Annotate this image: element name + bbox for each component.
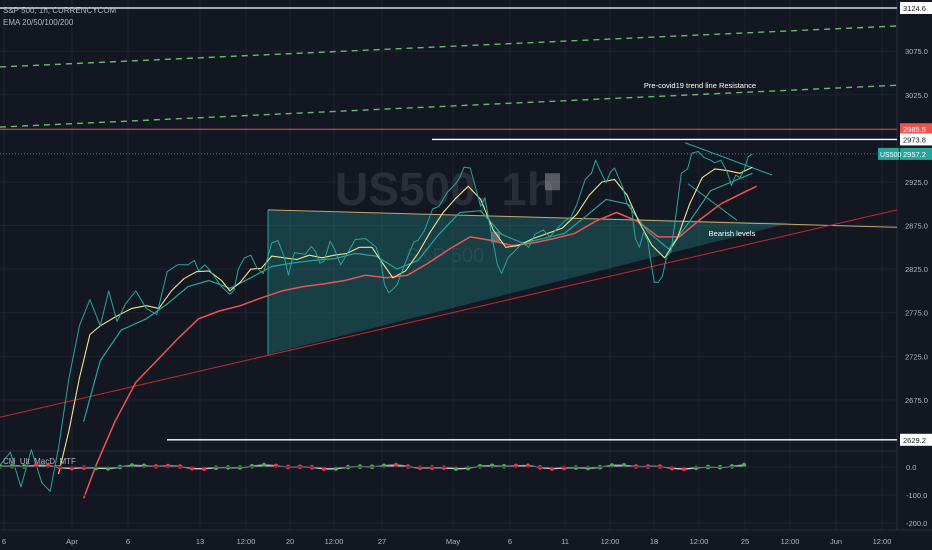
indicator-legend[interactable]: EMA 20/50/100/200: [3, 18, 74, 27]
price-label: 3124.6: [903, 4, 926, 13]
price-tick: 2775.0: [905, 309, 928, 318]
time-tick: 12:00: [237, 537, 256, 546]
resistance-trendline-lower: [0, 84, 898, 128]
time-tick: 12:00: [601, 537, 620, 546]
macd-cross-dot: [681, 466, 687, 472]
price-label: 2985.5: [903, 125, 926, 134]
macd-cross-dot: [729, 464, 735, 469]
price-label-bg: [900, 147, 932, 160]
last-symbol: US500: [880, 152, 902, 159]
macd-cross-dot: [201, 466, 207, 472]
time-tick: 6: [508, 537, 512, 546]
time-axis[interactable]: 6 Apr 6 13 12:00 20 12:00 27 May 6 11 12:00 18 12:00 2…: [2, 537, 891, 546]
watermark-symbol: US500, 1h: [335, 163, 555, 215]
price-label: 2629.2: [903, 436, 926, 445]
time-tick: Apr: [66, 537, 78, 546]
time-tick: 27: [378, 537, 386, 546]
macd-cross-dot: [21, 464, 27, 469]
macd-cross-dot: [465, 465, 471, 471]
time-tick: May: [446, 537, 460, 546]
price-tick: 2825.0: [905, 265, 928, 274]
macd-cross-dot: [513, 463, 519, 469]
time-tick: 6: [2, 537, 6, 546]
price-label-bg: [900, 433, 932, 446]
price-tick: 2725.0: [905, 352, 928, 361]
macd-cross-dot: [93, 465, 99, 471]
grid: [0, 0, 932, 531]
time-tick: 12:00: [690, 537, 709, 546]
price-tick: 2925.0: [905, 178, 928, 187]
ema100-line: [82, 185, 757, 499]
macd-panel: CM_Ult_MacD_MTF: [0, 457, 897, 524]
time-tick: 12:00: [873, 537, 892, 546]
time-tick: 6: [126, 537, 130, 546]
wedge-line-upper: [684, 142, 773, 176]
annotation-resistance: Pre-covid19 trend line Resistance: [644, 81, 756, 90]
macd-tick: -200.0: [906, 519, 927, 528]
macd-cross-dot: [261, 462, 267, 468]
macd-cross-dot: [165, 463, 171, 469]
price-label: 2957.2: [903, 150, 926, 159]
marker-box: [491, 231, 500, 243]
symbol-title: S&P 500, 1h, CURRENCYCOM: [3, 6, 117, 15]
macd-cross-dot: [321, 466, 327, 472]
macd-cross-dot: [273, 463, 279, 469]
macd-cross-dot: [501, 464, 507, 469]
macd-cross-dot: [81, 465, 87, 471]
time-tick: 25: [741, 537, 749, 546]
time-tick: 11: [561, 537, 569, 546]
macd-cross-dot: [249, 463, 255, 469]
ema20-line: [57, 166, 753, 475]
time-tick: 13: [196, 537, 204, 546]
macd-cross-dot: [9, 464, 15, 469]
marker-box: [545, 173, 560, 191]
macd-cross-dot: [441, 465, 447, 471]
macd-cross-dot: [393, 462, 399, 468]
macd-tick: -100.0: [906, 491, 927, 500]
price-label: 2973.8: [903, 135, 926, 144]
ema50-line: [83, 172, 753, 422]
macd-cross-dot: [573, 465, 579, 470]
macd-cross-dot: [669, 465, 675, 471]
price-tick: 3075.0: [905, 47, 928, 56]
time-tick: 20: [286, 537, 294, 546]
time-tick: 12:00: [781, 537, 800, 546]
macd-cross-dot: [561, 465, 567, 471]
time-tick: Jun: [830, 537, 842, 546]
macd-title: CM_Ult_MacD_MTF: [3, 457, 76, 466]
time-tick: 18: [650, 537, 658, 546]
ascending-triangle-fill: [268, 209, 790, 355]
price-tick: 3025.0: [905, 91, 928, 100]
macd-cross-dot: [417, 465, 423, 471]
resistance-trendline-upper: [0, 25, 898, 68]
support-trendline: [0, 209, 898, 418]
annotation-bearish: Bearish levels: [709, 229, 756, 238]
watermark: US500, 1h S&P 500: [335, 163, 555, 267]
macd-cross-dot: [693, 465, 699, 471]
price-tick: 2875.0: [905, 222, 928, 231]
price-line: [0, 151, 753, 492]
price-series: [0, 151, 757, 499]
time-tick: 12:00: [325, 537, 344, 546]
macd-cross-dot: [585, 465, 591, 471]
macd-cross-dot: [153, 464, 159, 469]
price-label-bg: [900, 123, 932, 136]
last-symbol-bg: [878, 147, 899, 160]
macd-cross-dot: [429, 465, 435, 470]
macd-tick: 0.0: [906, 463, 916, 472]
price-label-bg: [900, 133, 932, 146]
annotations: Pre-covid19 trend line Resistance Bearis…: [644, 81, 756, 238]
macd-cross-dot: [477, 464, 483, 469]
macd-cross-dot: [741, 462, 747, 468]
price-tick: 2675.0: [905, 396, 928, 405]
macd-cross-dot: [213, 465, 219, 471]
drawings[interactable]: [0, 7, 898, 441]
price-label-bg: [900, 2, 932, 14]
